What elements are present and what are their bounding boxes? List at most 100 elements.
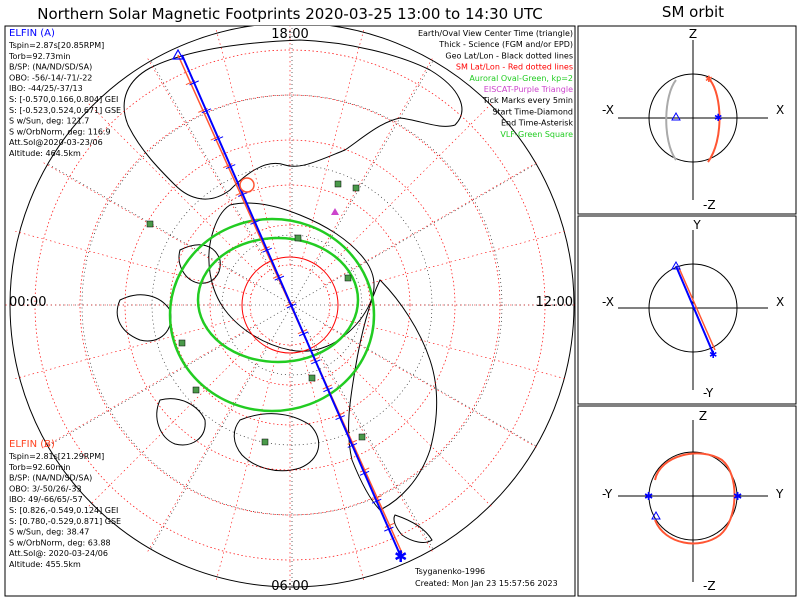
orbit-panel-xz: ✱ ✱ Z -Z -X X: [602, 27, 784, 212]
elfin-b-track-tick: [223, 163, 233, 169]
map-legend: Earth/Oval View Center Time (triangle) Th…: [418, 29, 573, 139]
elfin-b-info-line: Altitude: 455.5km: [9, 560, 81, 569]
vlf-square: [308, 374, 316, 382]
sm-grid: [5, 26, 575, 590]
axis-label-bottom: -Z: [703, 198, 716, 212]
sm-inner-circle: [241, 256, 339, 354]
elfin-a-track-tick: [384, 526, 394, 532]
elfin-b-info-line: B/SP: (NA/ND/SD/SA): [9, 474, 92, 483]
footprint-map: ✱ 18:00 00:00 12:00 06:00 Earth/Oval Vie…: [5, 26, 575, 594]
axis-label-right: Y: [775, 487, 784, 501]
sm-longitude-line: [215, 29, 280, 267]
elfin-a-track-tick: [274, 275, 285, 281]
legend-entry: Earth/Oval View Center Time (triangle): [418, 29, 573, 38]
sm-longitude-line: [324, 324, 537, 448]
elfin-b-title: ELFIN (B): [9, 439, 55, 450]
legend-entry: Auroral Oval-Green, kp=2: [469, 74, 573, 83]
axis-label-left: -X: [602, 103, 614, 117]
sm-longitude-line: [215, 343, 280, 581]
mlt-label-bottom: 06:00: [271, 579, 308, 594]
sm-longitude-line: [300, 343, 365, 581]
axis-label-top: Z: [699, 409, 707, 423]
vlf-square: [192, 386, 200, 394]
svg-text:✱: ✱: [709, 350, 717, 361]
sm-longitude-line: [14, 315, 252, 380]
elfin-a-track-tick: [298, 331, 309, 337]
orbit-panels: ✱ ✱ Z -Z -X X ✱ Y -Y -X X: [577, 25, 797, 597]
geo-longitude-line: [291, 60, 434, 306]
elfin-a-info-line: Torb=92.73min: [8, 52, 70, 61]
elfin-a-track-tick: [238, 191, 248, 197]
mlt-label-right: 12:00: [536, 295, 573, 310]
vlf-square: [294, 234, 302, 242]
orbit-panel-frame-2: [577, 215, 797, 405]
geo-longitude-line: [291, 163, 537, 306]
vlf-square: [261, 438, 269, 446]
geo-longitude-line: [47, 304, 293, 447]
elfin-b-info-line: Tspin=2.81s[21.29RPM]: [8, 452, 104, 461]
sm-longitude-line: [147, 339, 271, 552]
elfin-b-track-tick: [235, 190, 245, 196]
sm-longitude-line: [14, 230, 252, 295]
sm-longitude-line: [88, 333, 262, 507]
sm-longitude-line: [318, 103, 492, 277]
elfin-b-info-line: S: [0.826,-0.549,0.124] GEI: [9, 506, 118, 515]
sm-longitude-line: [328, 315, 566, 380]
geo-longitude-line: [291, 304, 434, 550]
svg-text:✱: ✱: [714, 113, 722, 124]
elfin-b-track-tick: [384, 522, 395, 528]
geo-longitude-line: [47, 163, 293, 306]
auroral-oval: [168, 217, 376, 413]
vlf-stations: [146, 180, 366, 446]
legend-entry: End Time-Asterisk: [501, 119, 573, 128]
elfin-b-info-line: S w/Sun, deg: 38.47: [9, 528, 89, 537]
elfin-a-track-tick: [347, 442, 358, 448]
vlf-square: [344, 274, 352, 282]
elfin-a-track-tick: [359, 470, 370, 476]
mlt-label-top: 18:00: [271, 27, 308, 42]
elfin-b-track-tick: [260, 246, 270, 252]
svg-text:✱: ✱: [644, 490, 653, 503]
elfin-a-info-line: Att.Sol@2020-03-23/06: [9, 138, 103, 147]
elfin-a-info: Tspin=2.87s[20.85RPM] Torb=92.73min B/SP: …: [8, 41, 121, 158]
orbit-title: SM orbit: [662, 3, 724, 21]
sm-latitude-circle: [124, 139, 456, 471]
elfin-a-track-tick: [201, 108, 212, 114]
orbit-panel-frame-1: [577, 25, 797, 215]
legend-entry: SM Lat/Lon - Red dotted lines: [456, 63, 573, 72]
vlf-square: [352, 184, 360, 192]
sm-latitude-circle: [209, 224, 371, 386]
elfin-a-track-tick: [262, 247, 272, 253]
footprint-tracks: ✱: [171, 48, 407, 566]
elfin-a-info-line: B/SP: (NA/ND/SD/SA): [9, 63, 92, 72]
vlf-square: [146, 220, 154, 228]
elfin-b-info: Tspin=2.81s[21.29RPM] Torb=92.60min B/SP: …: [8, 452, 121, 569]
geo-longitude-line: [150, 304, 293, 550]
legend-entry: Start Time-Diamond: [492, 107, 573, 116]
elfin-b-info-line: OBO: 3/-50/26/-33: [9, 484, 82, 493]
legend-entry: Tick Marks every 5min: [482, 96, 573, 105]
elfin-a-track-tick: [323, 387, 333, 393]
geo-longitude-line: [150, 60, 293, 306]
elfin-a-end-asterisk: ✱: [394, 547, 407, 566]
axis-label-top: Y: [692, 218, 701, 232]
elfin-b-info-line: Torb=92.60min: [8, 463, 70, 472]
axis-label-left: -X: [602, 295, 614, 309]
elfin-a-title: ELFIN (A): [9, 28, 55, 39]
elfin-b-track-tick: [247, 218, 258, 224]
elfin-b-info-line: IBO: 49/-66/65/-57: [9, 495, 83, 504]
elfin-a-info-line: S w/Sun, deg: 121.7: [9, 117, 89, 126]
axis-label-left: -Y: [602, 487, 613, 501]
model-credit: Tsyganenko-1996: [414, 567, 485, 576]
elfin-a-info-line: Altitude: 464.5km: [9, 149, 81, 158]
orbit-panel-frame-3: [577, 405, 797, 597]
elfin-a-track-tick: [225, 164, 236, 170]
axis-label-bottom: -Z: [703, 579, 716, 593]
elfin-b-track-tick: [359, 467, 370, 473]
elfin-b-view-marker: [239, 177, 255, 193]
axis-label-right: X: [776, 295, 784, 309]
elfin-b-track-tick: [372, 495, 382, 501]
elfin-a-track-tick: [189, 80, 199, 86]
elfin-a-track-tick: [213, 136, 224, 142]
